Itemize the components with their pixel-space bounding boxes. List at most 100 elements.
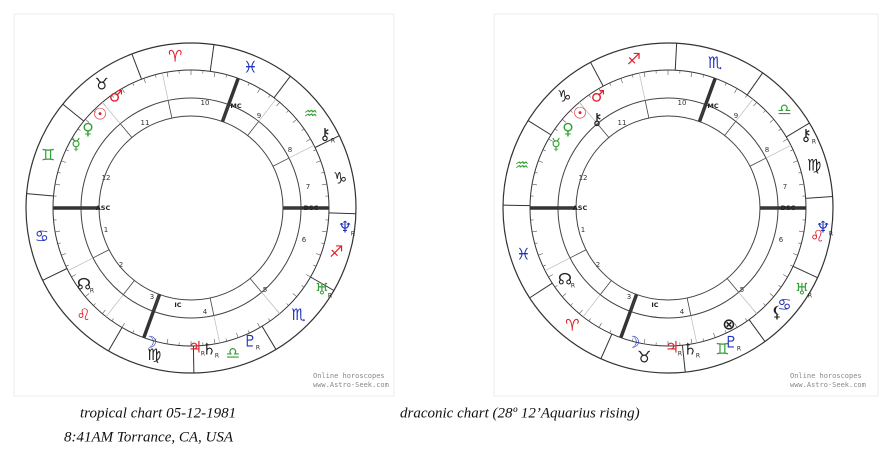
house-number: 1: [104, 226, 108, 234]
caption: 8:41AM Torrance, CA, USA: [64, 429, 234, 445]
house-number: 11: [141, 119, 150, 127]
zodiac-sign: ♑: [557, 86, 571, 105]
planet: ♇: [243, 332, 257, 351]
zodiac-sign: ♑: [333, 168, 347, 187]
retrograde-mark: R: [328, 293, 332, 300]
degree-tick: [292, 119, 297, 123]
degree-tick: [798, 171, 802, 174]
degree-tick: [321, 183, 327, 186]
house-number: 3: [150, 293, 154, 301]
degree-tick: [268, 318, 271, 322]
degree-tick: [609, 330, 612, 334]
degree-tick: [570, 303, 573, 306]
planet: ♃: [665, 338, 679, 357]
degree-tick: [71, 274, 76, 278]
degree-tick: [763, 110, 766, 113]
degree-tick: [532, 230, 538, 233]
house-divider: [119, 123, 133, 138]
house-number: 12: [102, 174, 111, 182]
degree-tick: [554, 285, 558, 288]
degree-tick: [643, 72, 646, 78]
degree-tick: [154, 74, 157, 78]
planet: ⚷: [800, 126, 812, 145]
degree-tick: [783, 274, 788, 278]
degree-tick: [702, 338, 705, 342]
degree-tick: [548, 138, 553, 142]
degree-tick: [313, 264, 317, 267]
retrograde-mark: R: [571, 283, 575, 290]
caption: draconic chart (28º 12’Aquarius rising): [400, 405, 640, 421]
sign-divider: [527, 120, 552, 136]
degree-tick: [257, 88, 261, 93]
sign-divider: [314, 135, 340, 148]
house-number: 9: [734, 112, 738, 120]
degree-tick: [792, 160, 798, 163]
retrograde-mark: R: [201, 351, 205, 358]
degree-tick: [57, 242, 61, 245]
degree-tick: [588, 94, 591, 98]
retrograde-mark: R: [215, 353, 219, 360]
sign-divider: [328, 212, 356, 215]
degree-tick: [286, 303, 289, 306]
angle-label: ASC: [573, 204, 588, 212]
zodiac-sign: ♋: [35, 227, 49, 246]
degree-tick: [93, 303, 96, 306]
house-cusp: [105, 294, 124, 317]
degree-tick: [65, 149, 69, 152]
degree-tick: [763, 303, 766, 306]
degree-tick: [286, 110, 289, 113]
degree-tick: [276, 102, 280, 107]
sign-divider: [600, 333, 613, 359]
degree-tick: [562, 119, 567, 123]
planet: ♅: [315, 280, 329, 299]
zodiac-sign: ♎: [777, 100, 791, 119]
sign-divider: [261, 326, 277, 350]
degree-tick: [77, 128, 81, 131]
degree-tick: [631, 74, 634, 78]
house-divider: [686, 297, 692, 316]
house-number: 6: [302, 236, 307, 244]
zodiac-sign: ♋: [777, 295, 791, 314]
degree-tick: [121, 323, 125, 328]
degree-tick: [734, 323, 738, 328]
house-number: 8: [288, 146, 292, 154]
degree-tick: [301, 128, 305, 131]
retrograde-mark: R: [808, 293, 812, 300]
degree-tick: [132, 82, 135, 86]
degree-tick: [313, 149, 317, 152]
sign-divider: [131, 53, 143, 80]
degree-tick: [778, 285, 782, 288]
zodiac-sign: ♍: [807, 156, 821, 175]
house-divider: [167, 100, 173, 119]
degree-tick: [166, 72, 169, 78]
zodiac-outer: [25, 42, 357, 374]
house-number: 10: [678, 99, 687, 107]
planet: ♅: [795, 280, 809, 299]
house-cusp: [638, 72, 646, 101]
house-number: 8: [765, 146, 769, 154]
house-number: 5: [263, 286, 267, 294]
degree-tick: [554, 128, 558, 131]
planet: ♇: [724, 333, 738, 352]
degree-tick: [93, 110, 96, 113]
planet: ♂: [591, 87, 605, 106]
degree-tick: [631, 338, 634, 342]
degree-tick: [154, 338, 157, 342]
house-divider: [726, 278, 740, 293]
degree-tick: [57, 171, 61, 174]
degree-tick: [562, 293, 567, 297]
zodiac-sign: ♈: [168, 46, 182, 65]
watermark: www.Astro-Seek.com: [313, 381, 389, 389]
degree-tick: [55, 183, 61, 186]
degree-tick: [798, 242, 802, 245]
house-cusp: [544, 257, 571, 271]
house-divider: [569, 249, 587, 259]
degree-tick: [143, 78, 146, 84]
sign-divider: [42, 268, 68, 281]
sign-divider: [748, 319, 766, 342]
sign-divider: [209, 44, 215, 72]
zodiac-sign: ♏: [291, 305, 305, 324]
zodiac-sign: ♐: [329, 242, 343, 261]
house-outer: [80, 97, 302, 319]
